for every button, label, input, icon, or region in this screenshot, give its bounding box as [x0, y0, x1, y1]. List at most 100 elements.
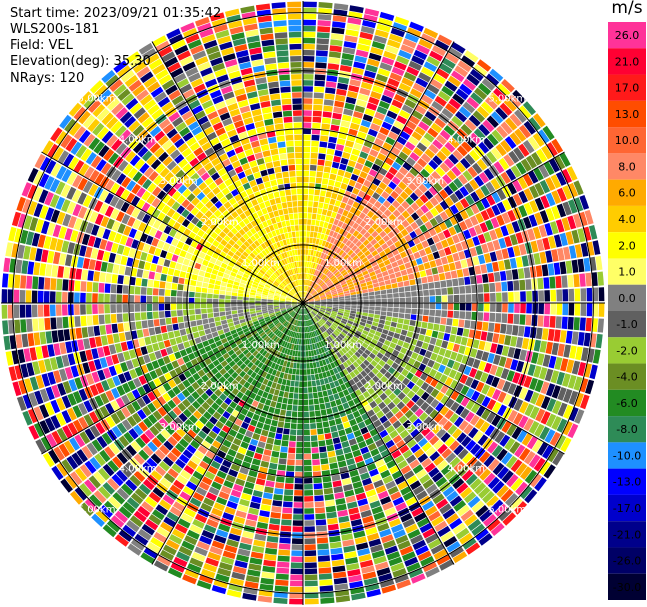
range-gate: [239, 333, 246, 339]
range-gate: [398, 49, 412, 60]
range-gate: [142, 479, 155, 491]
range-gate: [255, 309, 262, 313]
range-gate: [465, 311, 472, 320]
range-gate: [421, 240, 429, 249]
range-gate: [402, 161, 412, 171]
range-gate: [350, 347, 357, 354]
range-gate: [214, 351, 222, 359]
range-gate: [329, 198, 336, 206]
range-gate: [518, 205, 528, 218]
range-gate: [128, 228, 137, 239]
range-gate: [476, 106, 490, 119]
range-gate: [577, 362, 586, 377]
range-gate: [420, 214, 429, 224]
range-gate: [72, 391, 83, 404]
range-gate: [312, 471, 322, 478]
range-gate: [363, 577, 378, 586]
range-gate: [507, 182, 517, 195]
range-gate: [585, 272, 592, 287]
range-gate: [317, 208, 323, 215]
range-gate: [500, 139, 512, 153]
range-gate: [8, 226, 17, 242]
range-gate: [363, 215, 371, 223]
range-gate: [330, 244, 336, 251]
range-gate: [83, 338, 91, 350]
range-gate: [271, 369, 277, 376]
range-gate: [361, 257, 369, 264]
range-gate: [112, 456, 124, 469]
range-gate: [349, 206, 357, 214]
range-gate: [447, 310, 454, 318]
range-gate: [434, 520, 448, 532]
range-gate: [387, 268, 395, 275]
range-gate: [498, 157, 510, 171]
range-gate: [292, 350, 296, 357]
range-gate: [422, 315, 429, 322]
range-gate: [185, 252, 193, 260]
range-gate: [254, 359, 261, 366]
range-gate: [301, 309, 303, 315]
range-gate: [343, 290, 350, 294]
range-gate: [226, 539, 239, 548]
range-gate: [310, 312, 314, 318]
range-gate: [93, 271, 100, 282]
range-gate: [395, 328, 402, 334]
range-gate: [227, 448, 237, 457]
range-gate: [251, 315, 257, 320]
range-gate: [406, 400, 415, 409]
range-gate: [77, 192, 87, 205]
range-gate: [455, 382, 464, 393]
range-gate: [126, 520, 140, 533]
range-gate: [103, 345, 111, 356]
range-gate: [339, 521, 351, 529]
range-gate: [425, 329, 433, 337]
range-gate: [281, 440, 289, 447]
range-gate: [299, 308, 302, 315]
range-gate: [320, 135, 329, 142]
range-gate: [358, 276, 365, 281]
range-gate: [406, 390, 416, 399]
range-gate: [38, 173, 50, 188]
range-gate: [145, 496, 158, 508]
range-gate: [492, 401, 502, 414]
range-gate: [206, 518, 219, 528]
range-gate: [506, 370, 515, 382]
range-gate: [583, 332, 591, 347]
range-gate: [415, 208, 425, 218]
range-gate: [111, 242, 119, 253]
range-gate: [486, 194, 496, 206]
range-gate: [303, 55, 315, 62]
range-gate: [539, 179, 551, 194]
range-gate: [96, 226, 106, 238]
range-gate: [474, 87, 488, 100]
range-gate: [522, 101, 536, 116]
range-gate: [390, 491, 402, 501]
range-gate: [179, 349, 188, 357]
range-gate: [507, 313, 514, 324]
range-gate: [410, 202, 420, 212]
range-gate: [362, 20, 377, 29]
range-gate: [323, 315, 329, 319]
range-gate: [395, 232, 404, 240]
range-gate: [327, 264, 333, 270]
range-gate: [479, 509, 493, 522]
range-gate: [285, 329, 290, 335]
range-gate: [319, 220, 325, 227]
range-gate: [406, 562, 421, 573]
range-gate: [213, 264, 220, 271]
range-gate: [261, 298, 267, 302]
range-gate: [321, 317, 327, 322]
range-gate: [444, 52, 459, 64]
range-gate: [116, 487, 130, 500]
range-gate: [400, 269, 408, 276]
range-gate: [440, 531, 454, 543]
range-gate: [445, 103, 458, 115]
range-gate: [168, 353, 177, 362]
range-gate: [504, 357, 513, 369]
range-gate: [574, 244, 583, 258]
range-gate: [260, 279, 267, 284]
range-gate: [411, 375, 419, 384]
range-gate: [506, 474, 519, 488]
range-gate: [260, 322, 267, 327]
range-gate: [279, 537, 291, 544]
